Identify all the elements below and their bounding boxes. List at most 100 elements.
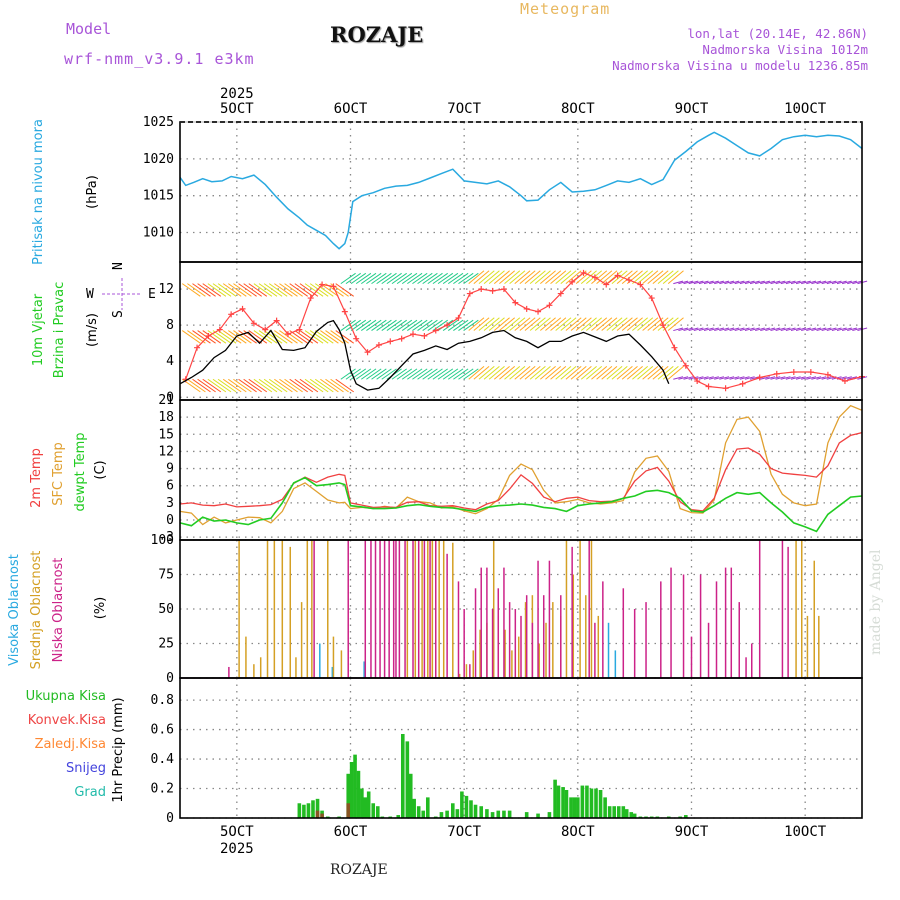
- precip-bar: [616, 806, 621, 818]
- x-day-label-top: 10OCT: [784, 101, 827, 117]
- x-day-label-top: 9OCT: [675, 101, 709, 117]
- precip-bar: [439, 812, 444, 818]
- wind-gust-marker: [824, 371, 831, 378]
- ytick-label: 12: [158, 282, 174, 297]
- precip-bar: [346, 773, 351, 818]
- precip-bar: [580, 785, 585, 818]
- precip-ytick: 0.8: [151, 693, 174, 708]
- wind-title-2: Brzina i Pravac: [52, 282, 67, 379]
- temp-title: 2m Temp: [29, 448, 44, 508]
- mid-cloud-title: Srednja Oblacnost: [29, 551, 44, 670]
- ytick-label: 0: [166, 390, 174, 405]
- precip-bar: [556, 785, 561, 818]
- ytick-label: 8: [166, 318, 174, 333]
- precip-ytick: 0.4: [151, 752, 175, 767]
- x-day-label-bottom: 5OCT: [220, 824, 254, 840]
- wind-gust-marker: [660, 322, 667, 329]
- precip-bar: [479, 806, 484, 818]
- precip-bar: [460, 791, 464, 818]
- sfc-temp-line: [179, 404, 863, 526]
- precip-bar: [353, 754, 357, 818]
- x-day-label-top: 8OCT: [561, 101, 595, 117]
- precip-bar: [425, 797, 430, 818]
- wind-gust-marker: [756, 374, 763, 381]
- precip-bar: [366, 791, 371, 818]
- wind-gust-marker: [557, 290, 564, 297]
- precip-bar: [371, 803, 376, 818]
- temp-ytick: 0: [166, 513, 174, 528]
- wind-title-1: 10m Vjetar: [31, 293, 46, 366]
- wind-gust-marker: [444, 322, 451, 329]
- precip-bar: [349, 762, 354, 818]
- high-cloud-title: Visoka Oblacnost: [7, 554, 22, 666]
- precip-bar: [490, 812, 495, 818]
- wind-gust-marker: [637, 281, 644, 288]
- precip-bar: [315, 798, 320, 818]
- model-elevation-label: Nadmorska Visina u modelu 1236.85m: [612, 58, 868, 73]
- precip-bar: [360, 788, 364, 818]
- lonlat-label: lon,lat (20.14E, 42.86N): [687, 26, 868, 41]
- precip-bar: [421, 810, 426, 818]
- precip-bar: [302, 804, 306, 818]
- x-day-label-bottom: 10OCT: [784, 824, 827, 840]
- page-title: ROZAJE: [330, 22, 424, 47]
- wind-gust-marker: [398, 335, 405, 342]
- wind-gust-marker: [205, 332, 212, 339]
- precip-bar: [502, 810, 506, 818]
- wind-gust-marker: [228, 311, 235, 318]
- x-day-label-bottom: 8OCT: [561, 824, 595, 840]
- wind-gust-marker: [614, 272, 621, 279]
- ytick-label: 4: [166, 354, 174, 369]
- wind-gust-marker: [364, 349, 371, 356]
- wind-gust-marker: [319, 281, 326, 288]
- wind-gust-marker: [387, 338, 394, 345]
- wind-gust-marker: [296, 326, 303, 333]
- wind-gust-marker: [455, 314, 462, 321]
- precip-legend-3: Snijeg: [66, 761, 106, 776]
- ytick-label: 75: [158, 568, 174, 583]
- pressure-line: [179, 131, 863, 250]
- temp-ytick: 6: [166, 479, 174, 494]
- precip-bar: [400, 734, 405, 818]
- wind-gust-marker: [603, 281, 610, 288]
- pressure-ylabel: (hPa): [85, 175, 100, 209]
- footer-location: ROZAJE: [330, 862, 388, 878]
- precip-bar: [306, 803, 311, 818]
- precip-bar: [405, 741, 410, 818]
- wind-gust-marker: [500, 286, 507, 293]
- precip-bar: [524, 812, 529, 818]
- wind-gust-marker: [648, 295, 655, 302]
- temp-ytick: 9: [166, 462, 174, 477]
- precip-ytick: 0.6: [151, 723, 174, 738]
- wind-gust-marker: [307, 295, 314, 302]
- meteogram-label: Meteogram: [520, 0, 611, 18]
- temp-ytick: 3: [166, 496, 174, 511]
- precip-bar: [572, 797, 577, 818]
- wind-gust-marker: [273, 317, 280, 324]
- wind-gust-marker: [284, 331, 291, 338]
- wind-gust-marker: [591, 274, 598, 281]
- precip-bar: [576, 797, 580, 818]
- conv-precip-bar: [346, 803, 351, 818]
- wind-gust-marker: [421, 332, 428, 339]
- precip-bar: [396, 815, 401, 818]
- precip-bar: [598, 790, 603, 818]
- wind-gust-marker: [671, 344, 678, 351]
- precip-bar: [496, 810, 501, 818]
- precip-bar: [536, 813, 540, 818]
- wind-gust-marker: [375, 341, 382, 348]
- sfc-temp-title: SFC Temp: [51, 442, 66, 506]
- precip-legend-4: Grad: [74, 785, 106, 800]
- precip-bar: [311, 800, 315, 818]
- precip-bar: [451, 803, 455, 818]
- wind-gust-marker: [625, 277, 632, 284]
- ytick-label: 1015: [143, 189, 174, 204]
- wind-gust-marker: [432, 327, 439, 334]
- conv-precip-bar: [320, 813, 324, 818]
- wind-gust-marker: [341, 308, 348, 315]
- pressure-title: Pritisak na nivou mora: [31, 119, 46, 265]
- temp-ytick: 18: [158, 410, 174, 425]
- precip-legend-2: Zaledj.Kisa: [35, 737, 106, 752]
- wind-ylabel: (m/s): [85, 313, 100, 347]
- temp-2m-line: [179, 431, 863, 512]
